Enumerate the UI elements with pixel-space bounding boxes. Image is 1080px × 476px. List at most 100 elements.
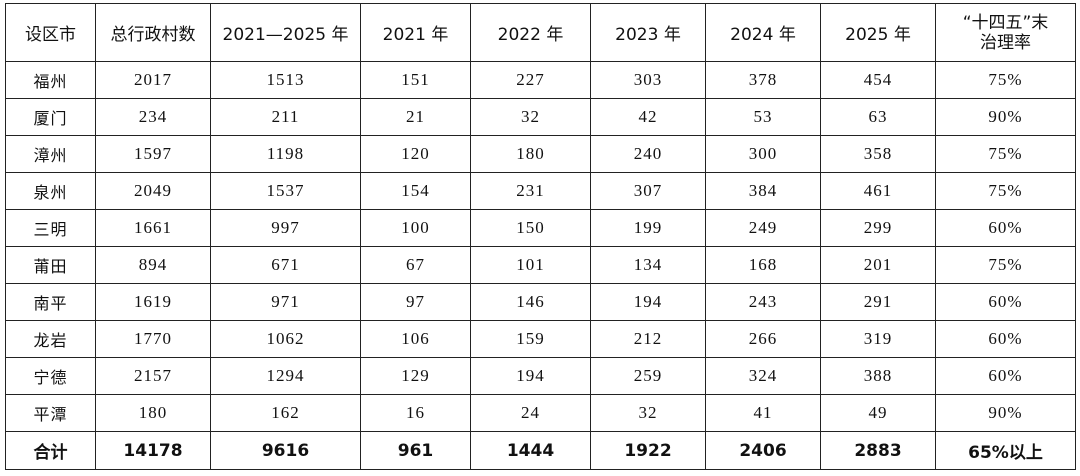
body-cell: 1619 [95, 283, 211, 321]
body-cell: 平潭 [5, 394, 96, 432]
body-cell: 60% [935, 357, 1076, 395]
body-row: 龙岩 1770 1062 106 159 212 266 319 60% [5, 320, 1076, 358]
head-cell: 2021—2025 年 [210, 3, 361, 62]
body-cell: 1770 [95, 320, 211, 358]
body-row: 三明 1661 997 100 150 199 249 299 60% [5, 209, 1076, 247]
body-cell: 莆田 [5, 246, 96, 284]
body-cell: 21 [360, 98, 471, 136]
total-cell: 1922 [590, 431, 706, 470]
body-cell: 75% [935, 135, 1076, 173]
body-cell: 120 [360, 135, 471, 173]
head-cell: 2023 年 [590, 3, 706, 62]
body-cell: 211 [210, 98, 361, 136]
body-cell: 75% [935, 172, 1076, 210]
table-body: 设区市 总行政村数 2021—2025 年 2021 年 2022 年 2023 年 202… [5, 3, 1076, 470]
body-cell: 159 [470, 320, 591, 358]
body-cell: 291 [820, 283, 936, 321]
body-cell: 243 [705, 283, 821, 321]
body-cell: 154 [360, 172, 471, 210]
body-cell: 384 [705, 172, 821, 210]
head-cell: 设区市 [5, 3, 96, 62]
body-cell: 90% [935, 98, 1076, 136]
body-cell: 461 [820, 172, 936, 210]
data-table: 设区市 总行政村数 2021—2025 年 2021 年 2022 年 2023 年 202… [5, 3, 1076, 470]
body-cell: 234 [95, 98, 211, 136]
body-cell: 303 [590, 61, 706, 99]
body-cell: 60% [935, 209, 1076, 247]
body-cell: 67 [360, 246, 471, 284]
body-cell: 240 [590, 135, 706, 173]
body-row: 南平 1619 971 97 146 194 243 291 60% [5, 283, 1076, 321]
total-cell: 2883 [820, 431, 936, 470]
body-cell: 漳州 [5, 135, 96, 173]
body-cell: 194 [470, 357, 591, 395]
body-cell: 1513 [210, 61, 361, 99]
body-cell: 299 [820, 209, 936, 247]
body-cell: 24 [470, 394, 591, 432]
body-cell: 2049 [95, 172, 211, 210]
body-row: 莆田 894 671 67 101 134 168 201 75% [5, 246, 1076, 284]
body-cell: 201 [820, 246, 936, 284]
body-cell: 212 [590, 320, 706, 358]
body-cell: 63 [820, 98, 936, 136]
body-cell: 971 [210, 283, 361, 321]
body-cell: 324 [705, 357, 821, 395]
body-cell: 227 [470, 61, 591, 99]
head-cell: 2025 年 [820, 3, 936, 62]
body-cell: 231 [470, 172, 591, 210]
body-cell: 388 [820, 357, 936, 395]
body-cell: 129 [360, 357, 471, 395]
body-cell: 162 [210, 394, 361, 432]
body-cell: 49 [820, 394, 936, 432]
body-cell: 16 [360, 394, 471, 432]
body-cell: 1062 [210, 320, 361, 358]
total-cell: 1444 [470, 431, 591, 470]
body-cell: 671 [210, 246, 361, 284]
body-cell: 90% [935, 394, 1076, 432]
total-cell: 合计 [5, 431, 96, 470]
body-cell: 41 [705, 394, 821, 432]
head-row: 设区市 总行政村数 2021—2025 年 2021 年 2022 年 2023 年 202… [5, 3, 1076, 62]
head-cell: 2021 年 [360, 3, 471, 62]
body-cell: 151 [360, 61, 471, 99]
body-cell: 100 [360, 209, 471, 247]
body-cell: 180 [95, 394, 211, 432]
body-row: 福州 2017 1513 151 227 303 378 454 75% [5, 61, 1076, 99]
body-cell: 101 [470, 246, 591, 284]
body-cell: 1198 [210, 135, 361, 173]
body-row: 厦门 234 211 21 32 42 53 63 90% [5, 98, 1076, 136]
head-cell: 2022 年 [470, 3, 591, 62]
body-cell: 42 [590, 98, 706, 136]
body-cell: 1661 [95, 209, 211, 247]
body-cell: 2017 [95, 61, 211, 99]
body-cell: 泉州 [5, 172, 96, 210]
body-cell: 997 [210, 209, 361, 247]
body-cell: 300 [705, 135, 821, 173]
body-cell: 259 [590, 357, 706, 395]
body-cell: 1537 [210, 172, 361, 210]
total-cell: 961 [360, 431, 471, 470]
body-cell: 1294 [210, 357, 361, 395]
body-cell: 60% [935, 283, 1076, 321]
body-cell: 75% [935, 61, 1076, 99]
body-cell: 134 [590, 246, 706, 284]
body-cell: 249 [705, 209, 821, 247]
body-cell: 194 [590, 283, 706, 321]
body-cell: 宁德 [5, 357, 96, 395]
body-cell: 53 [705, 98, 821, 136]
head-cell: 2024 年 [705, 3, 821, 62]
body-cell: 厦门 [5, 98, 96, 136]
body-cell: 南平 [5, 283, 96, 321]
body-cell: 180 [470, 135, 591, 173]
body-cell: 三明 [5, 209, 96, 247]
total-cell: 14178 [95, 431, 211, 470]
body-cell: 454 [820, 61, 936, 99]
total-cell: 9616 [210, 431, 361, 470]
body-cell: 106 [360, 320, 471, 358]
body-cell: 福州 [5, 61, 96, 99]
body-cell: 319 [820, 320, 936, 358]
body-cell: 2157 [95, 357, 211, 395]
body-cell: 97 [360, 283, 471, 321]
body-cell: 1597 [95, 135, 211, 173]
